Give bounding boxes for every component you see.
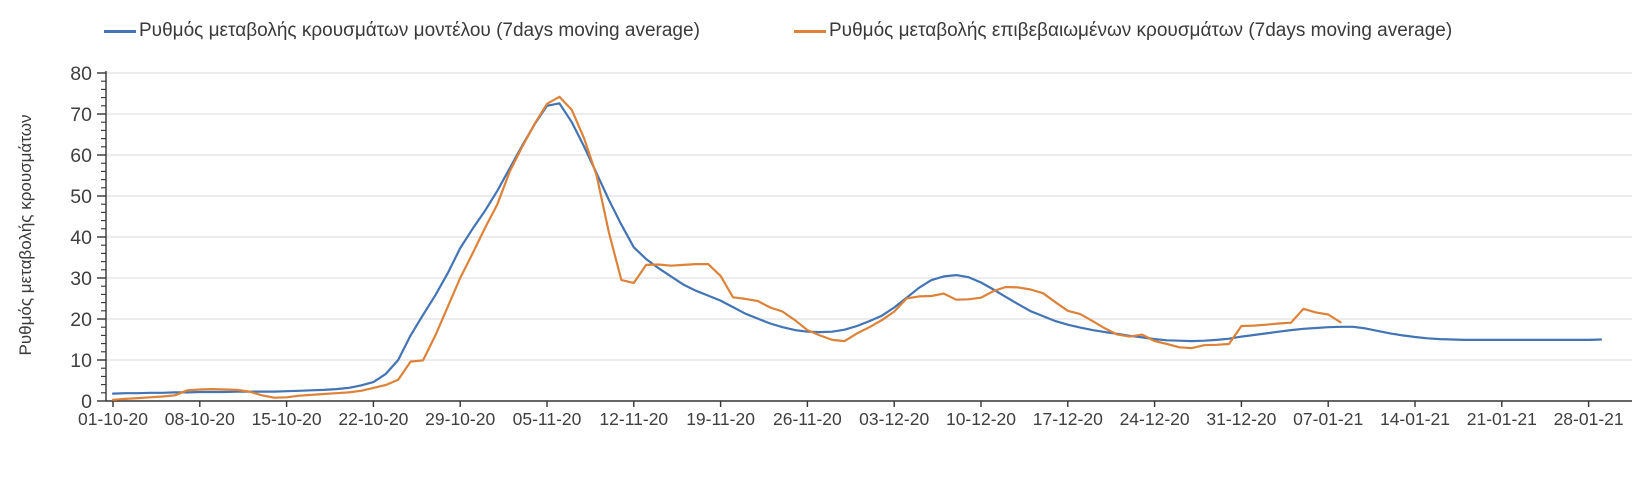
x-tick-label: 19-11-20: [686, 409, 755, 429]
x-tick-label: 08-10-20: [165, 409, 235, 429]
legend-line-swatch-orange: [794, 29, 826, 33]
x-tick-label: 10-12-20: [946, 409, 1016, 429]
x-tick-label: 17-12-20: [1033, 409, 1103, 429]
x-tick-label: 26-11-20: [773, 409, 842, 429]
y-tick-label: 0: [81, 391, 92, 413]
y-tick-label: 50: [70, 186, 92, 208]
y-tick-label: 70: [70, 104, 92, 126]
x-tick-label: 29-10-20: [425, 409, 495, 429]
x-tick-label: 01-10-20: [78, 409, 148, 429]
y-axis-title: Ρυθμός μεταβολής κρουσμάτων: [16, 114, 35, 356]
x-tick-label: 21-01-21: [1467, 409, 1537, 429]
x-tick-label: 05-11-20: [513, 409, 582, 429]
y-tick-label: 80: [70, 63, 92, 85]
legend-label: Ρυθμός μεταβολής κρουσμάτων μοντέλου (7d…: [139, 20, 700, 41]
x-tick-label: 14-01-21: [1380, 409, 1450, 429]
legend-item-confirmed: Ρυθμός μεταβολής επιβεβαιωμένων κρουσμάτ…: [794, 18, 1452, 44]
x-tick-label: 22-10-20: [338, 409, 408, 429]
x-tick-label: 28-01-21: [1554, 409, 1624, 429]
x-tick-label: 07-01-21: [1293, 409, 1363, 429]
legend-label: Ρυθμός μεταβολής επιβεβαιωμένων κρουσμάτ…: [829, 20, 1453, 41]
x-tick-label: 31-12-20: [1206, 409, 1276, 429]
y-tick-label: 10: [70, 350, 92, 372]
y-tick-label: 40: [70, 227, 92, 249]
series-line-confirmed: [111, 95, 1342, 401]
y-tick-label: 60: [70, 145, 92, 167]
y-tick-label: 20: [70, 309, 92, 331]
legend-line-swatch-blue: [104, 29, 136, 33]
y-tick-label: 30: [70, 268, 92, 290]
x-tick-label: 24-12-20: [1120, 409, 1190, 429]
x-tick-label: 15-10-20: [252, 409, 322, 429]
series-line-model: [111, 102, 1603, 395]
x-tick-label: 12-11-20: [599, 409, 668, 429]
legend-item-model: Ρυθμός μεταβολής κρουσμάτων μοντέλου (7d…: [104, 18, 700, 44]
x-tick-label: 03-12-20: [859, 409, 929, 429]
